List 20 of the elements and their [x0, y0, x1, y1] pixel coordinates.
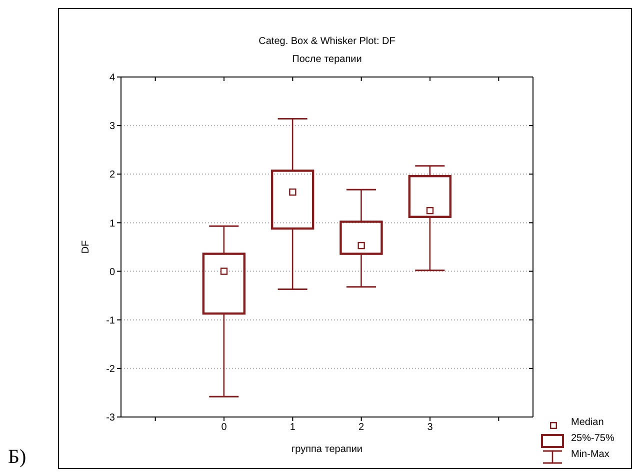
text: Б) [8, 446, 26, 469]
y-tick-label: 4 [109, 72, 116, 84]
y-tick-label: 2 [109, 170, 116, 181]
x-tick-label: 2 [358, 422, 365, 434]
y-tick-label: -2 [106, 364, 116, 375]
chart-title: Categ. Box & Whisker Plot: DF [258, 36, 396, 47]
chart-subtitle: После терапии [291, 54, 363, 65]
text: 25%-75% [571, 433, 614, 444]
y-tick-label: 3 [109, 121, 116, 132]
x-tick-label: 0 [221, 422, 228, 434]
y-tick-label: -3 [106, 412, 116, 424]
text: Min-Max [571, 449, 610, 460]
x-tick-label: 3 [427, 422, 434, 434]
y-tick-label: 1 [109, 218, 116, 230]
y-axis-title: DF [80, 240, 92, 254]
x-axis-title: группа терапии [291, 444, 363, 455]
text: Median [571, 417, 604, 428]
y-tick-label: 0 [109, 266, 116, 278]
y-tick-label: -1 [106, 315, 116, 326]
x-tick-label: 1 [290, 422, 296, 434]
